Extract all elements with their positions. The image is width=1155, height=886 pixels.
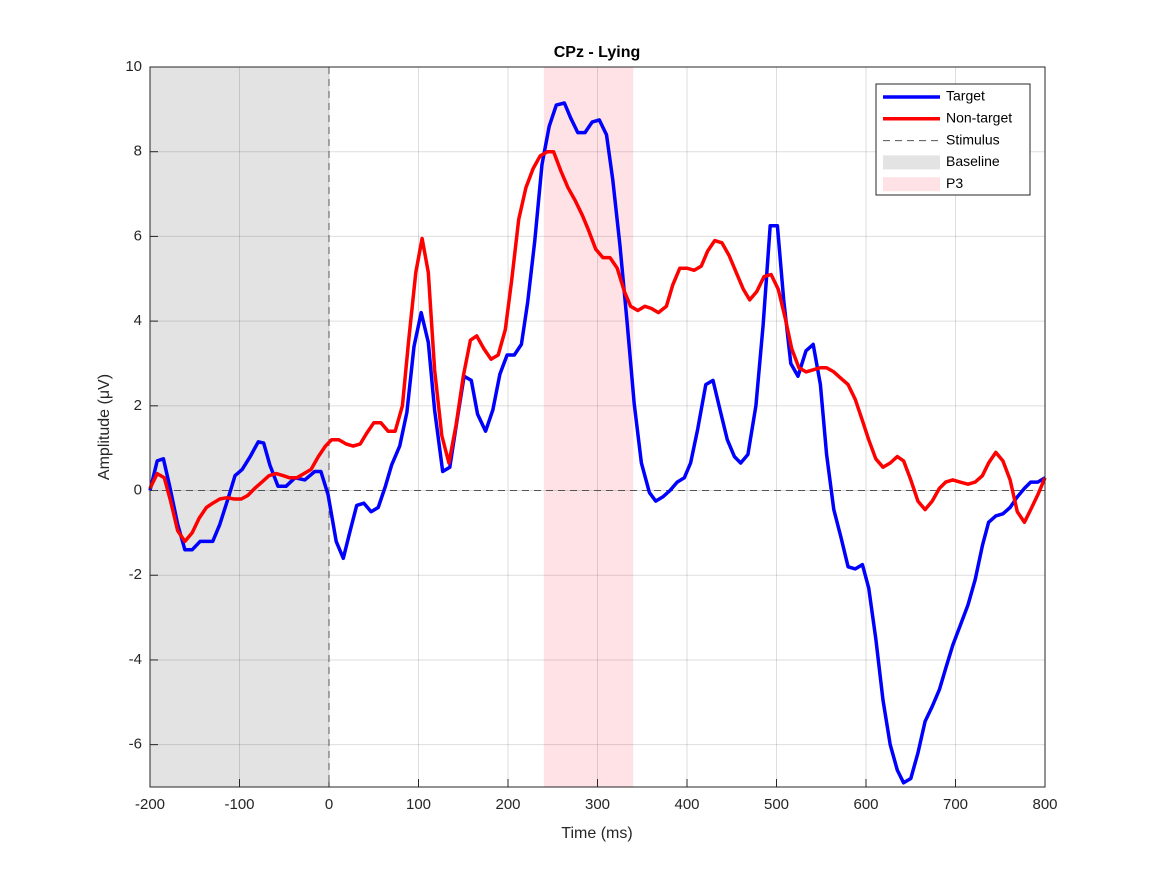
legend: Target Non-target Stimulus Baseline P3 [875,83,1031,196]
series-line [148,101,1046,785]
plot-frame [149,66,1046,788]
legend-swatch [883,155,940,170]
shaded-region [543,67,634,787]
x-tick-label: 600 [853,796,878,813]
x-tick-label: 800 [1032,796,1057,813]
y-tick-label: 4 [134,312,142,329]
x-tick-label: 700 [943,796,968,813]
x-axis-label: Time (ms) [561,825,632,842]
y-tick-label: 6 [134,227,142,244]
y-tick-label: -2 [129,566,142,583]
x-tick-label: 100 [406,796,431,813]
legend-label: Baseline [946,153,1000,169]
y-axis-label: Amplitude (μV) [96,374,113,480]
x-tick-label: 500 [764,796,789,813]
legend-swatch [883,177,940,192]
x-tick-label: 0 [325,796,333,813]
y-tick-label: 10 [125,58,142,75]
x-tick-label: 200 [495,796,520,813]
shaded-region [150,67,329,787]
legend-label: Target [946,88,985,104]
series-line [148,149,1047,544]
y-tick-label: -4 [129,651,142,668]
x-tick-label: 300 [585,796,610,813]
legend-box [875,83,1031,196]
y-tick-label: 8 [134,143,142,160]
y-tick-label: -6 [129,736,142,753]
y-tick-label: 0 [134,481,142,498]
x-tick-label: 400 [674,796,699,813]
legend-label: Non-target [946,110,1012,126]
legend-label: Stimulus [946,131,1000,147]
x-tick-label: -100 [224,796,254,813]
chart-title: CPz - Lying [554,44,641,61]
x-tick-label: -200 [135,796,165,813]
y-tick-label: 2 [134,397,142,414]
legend-label: P3 [946,175,963,191]
